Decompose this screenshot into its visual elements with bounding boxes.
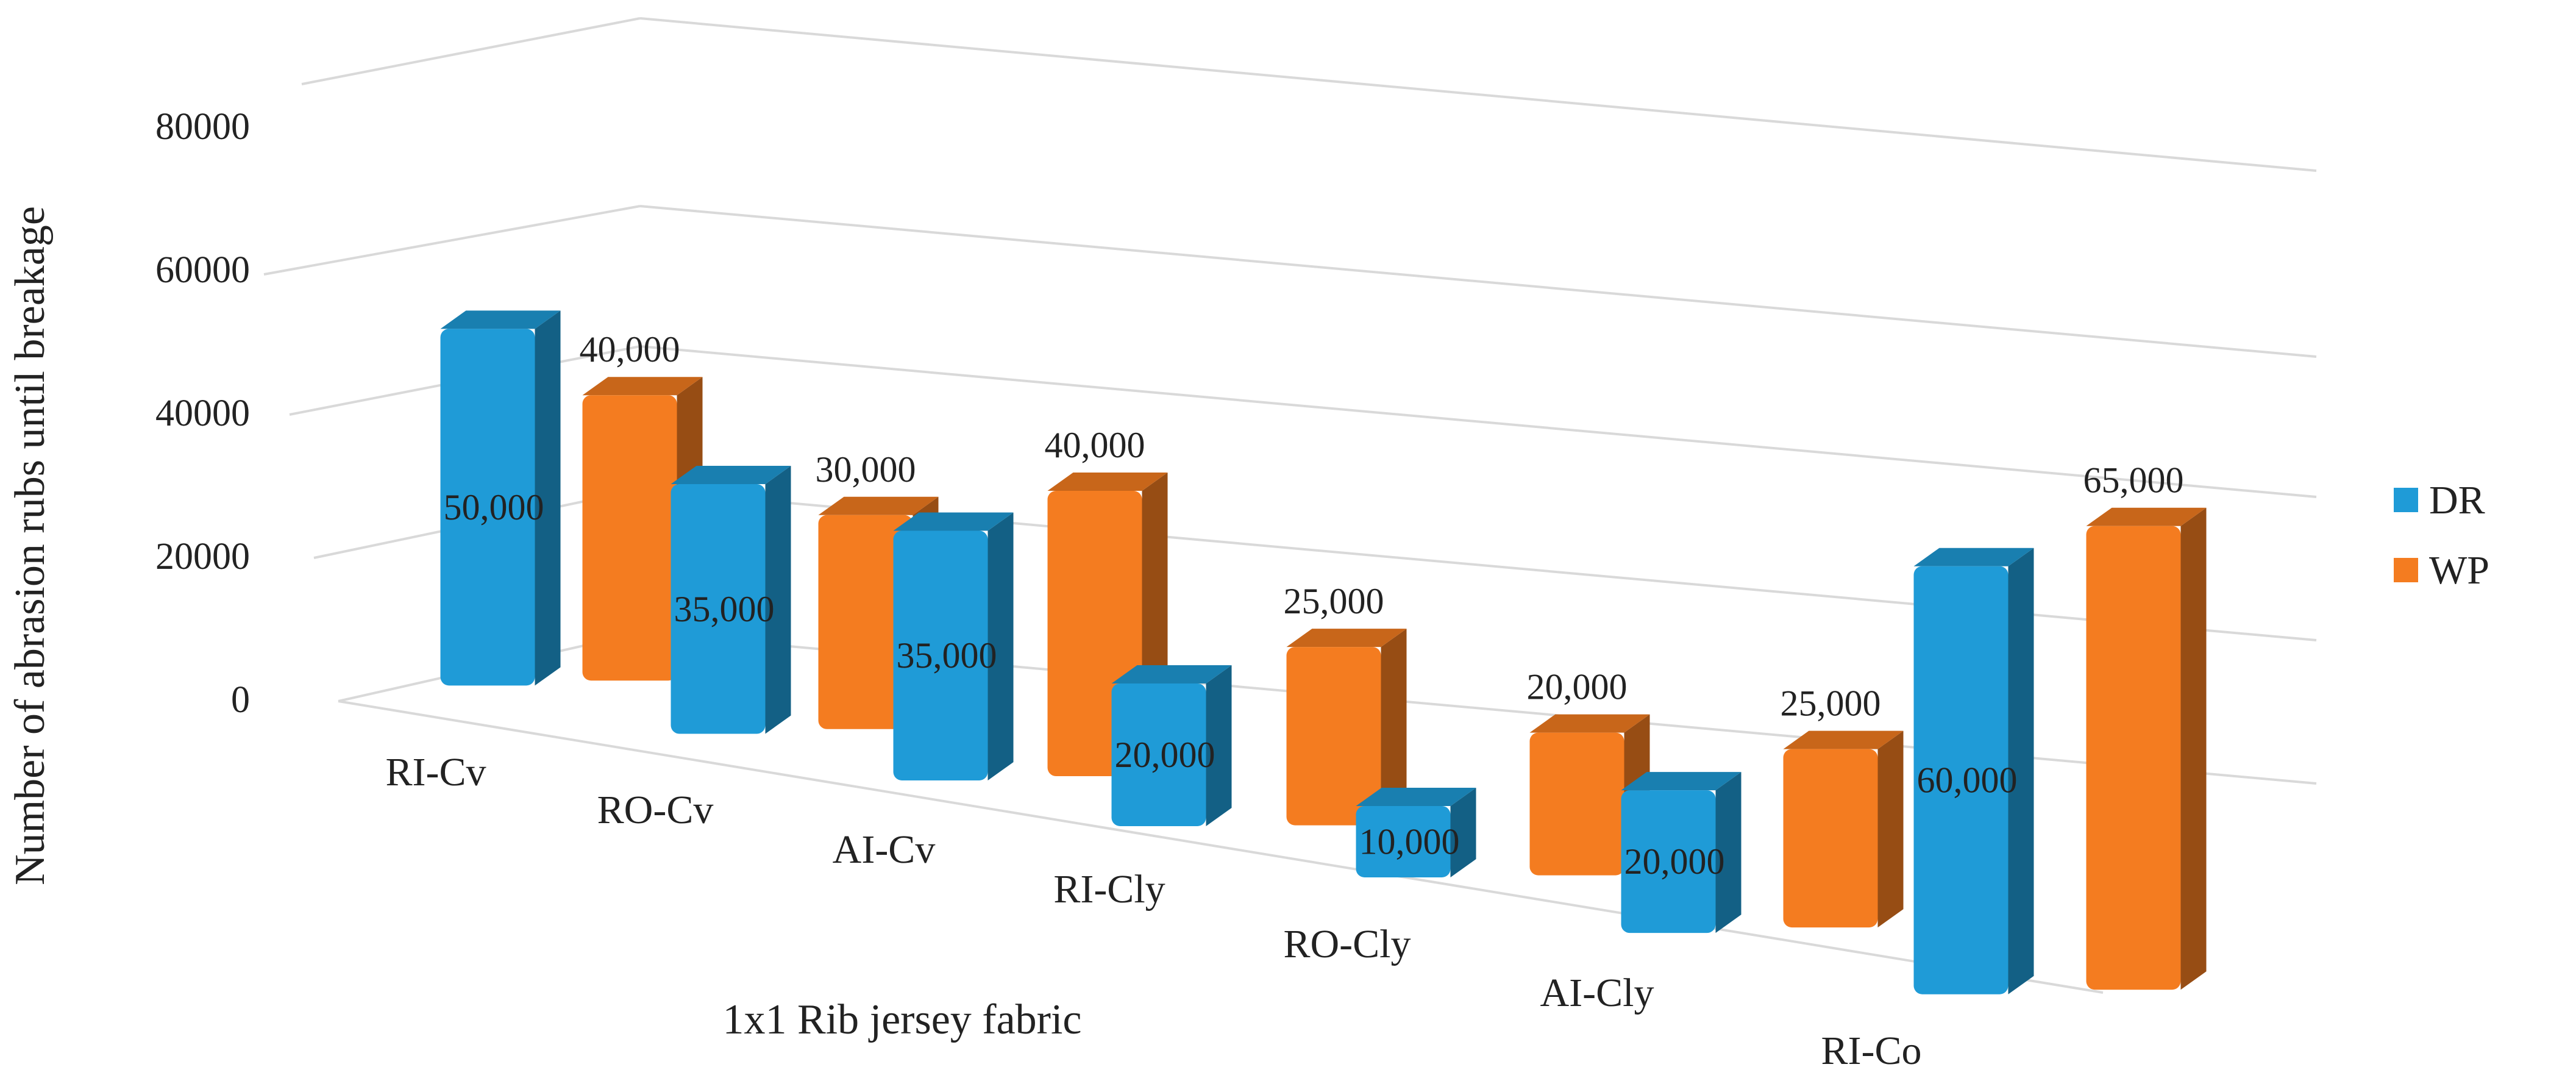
bar-dr-ri-cly-front (1111, 683, 1206, 826)
bar-dr-ro-cv (671, 466, 791, 734)
bar-dr-ro-cv-front (671, 484, 766, 734)
bar-wp-ri-co (2086, 507, 2207, 990)
bar-dr-ri-co-front (1913, 566, 2008, 994)
data-label-wp: 40,000 (1045, 425, 1145, 465)
bar-dr-ro-cv-top (671, 466, 791, 485)
bar-wp-ri-cly-side (1381, 629, 1407, 826)
bar-wp-ro-cv-front (818, 515, 913, 729)
gridline-back (639, 345, 2317, 498)
data-labels: 40,000 30,000 40,000 25,000 20,000 25,000 65,0… (444, 329, 2184, 882)
y-tick-label: 40000 (155, 393, 250, 434)
x-category-label: RI-Co (1821, 1029, 1922, 1073)
bar-wp-ro-cv-top (818, 496, 939, 515)
data-label-dr: 50,000 (444, 487, 544, 527)
y-axis-title: Number of abrasion rubs until breakage (7, 206, 54, 885)
bar-dr-ro-cv-side (765, 466, 791, 734)
bar-wp-ri-cv-front (582, 395, 677, 681)
data-label-dr: 10,000 (1359, 821, 1460, 862)
bar-dr-ai-cv-side (987, 512, 1014, 780)
bar-dr-ro-cly-top (1356, 787, 1476, 806)
data-label-wp: 20,000 (1527, 667, 1628, 707)
bar-dr-ai-cv-front (893, 530, 988, 780)
bar-dr-ai-cly-front (1621, 790, 1716, 933)
bar-wp-ri-cv-top (582, 377, 703, 396)
bar-wp-ai-cly (1783, 730, 1904, 928)
bar-wp-ri-cly-front (1286, 647, 1381, 826)
bar-dr-ai-cv-top (893, 512, 1014, 531)
bar-wp-ro-cly-front (1529, 732, 1624, 876)
gridline-back (639, 17, 2317, 172)
x-category-label: RI-Cly (1053, 867, 1165, 912)
data-label-dr: 35,000 (897, 635, 997, 676)
gridline-left (263, 205, 641, 276)
bar-dr-ri-cv (440, 310, 561, 686)
bar-wp-ri-co-top (2086, 507, 2207, 526)
data-label-dr: 35,000 (674, 589, 775, 629)
bar-dr-ri-co (1913, 548, 2034, 994)
bar-wp-ai-cly-front (1783, 749, 1878, 928)
gridline-back (639, 205, 2317, 358)
x-category-label: AI-Cv (833, 827, 936, 872)
bar-dr-ro-cly (1356, 787, 1476, 877)
legend-label-dr: DR (2429, 478, 2485, 523)
data-label-wp: 30,000 (816, 449, 916, 490)
legend-swatch-dr (2394, 488, 2418, 512)
bar-dr-ri-cv-front (440, 329, 535, 686)
y-tick-label: 20000 (155, 536, 250, 577)
x-axis-title: 1x1 Rib jersey fabric (723, 996, 1082, 1043)
legend-label-wp: WP (2429, 548, 2489, 593)
x-category-label: AI-Cly (1540, 971, 1654, 1015)
bar-dr-ro-cly-front (1356, 805, 1451, 877)
bar-dr-ri-co-side (2008, 548, 2034, 994)
x-category-label: RI-Cv (386, 750, 486, 794)
legend-swatch-wp (2394, 558, 2418, 582)
bars (440, 310, 2207, 994)
bar-dr-ro-cly-side (1450, 787, 1476, 877)
bar-dr-ri-cly (1111, 665, 1232, 826)
y-tick-label: 0 (231, 679, 250, 721)
data-label-dr: 60,000 (1917, 760, 2018, 801)
bar-dr-ri-cly-side (1206, 665, 1232, 826)
bar-dr-ai-cv (893, 512, 1014, 780)
data-label-dr: 20,000 (1624, 841, 1725, 882)
floor-edge (338, 700, 2104, 994)
bar-wp-ri-co-side (2180, 507, 2207, 990)
x-axis-categories: RI-Cv RO-Cv AI-Cv RI-Cly RO-Cly AI-Cly R… (386, 750, 1922, 1073)
x-category-label: RO-Cly (1283, 922, 1411, 966)
bar-dr-ai-cly-top (1621, 772, 1742, 791)
bar-wp-ri-co-front (2086, 526, 2181, 990)
x-category-label: RO-Cv (597, 788, 714, 832)
data-label-dr: 20,000 (1115, 735, 1215, 775)
legend-item-dr: DR (2394, 478, 2485, 523)
y-tick-label: 80000 (155, 106, 250, 148)
bar-wp-ri-cly-top (1286, 629, 1407, 648)
y-tick-label: 60000 (155, 249, 250, 291)
bar-dr-ri-cv-side (535, 310, 561, 686)
bar-dr-ri-cly-top (1111, 665, 1232, 683)
bar-dr-ri-co-top (1913, 548, 2034, 566)
y-axis-ticks: 0 20000 40000 60000 80000 (155, 106, 250, 721)
legend: DR WP (2394, 478, 2489, 593)
bar-dr-ri-cv-top (440, 310, 561, 329)
data-label-wp: 65,000 (2083, 460, 2184, 501)
gridline-left (301, 17, 641, 85)
data-label-wp: 25,000 (1781, 683, 1881, 724)
data-label-wp: 25,000 (1284, 581, 1384, 621)
bar-wp-ai-cly-top (1783, 730, 1904, 749)
bar-wp-ri-cly (1286, 629, 1407, 826)
bar-wp-ro-cly-top (1529, 714, 1650, 733)
legend-item-wp: WP (2394, 548, 2489, 593)
bar-wp-ai-cv-top (1047, 473, 1168, 491)
data-label-wp: 40,000 (580, 329, 680, 369)
bar-dr-ai-cly (1621, 772, 1742, 933)
bar-dr-ai-cly-side (1715, 772, 1742, 933)
bar-wp-ai-cly-side (1877, 730, 1904, 928)
